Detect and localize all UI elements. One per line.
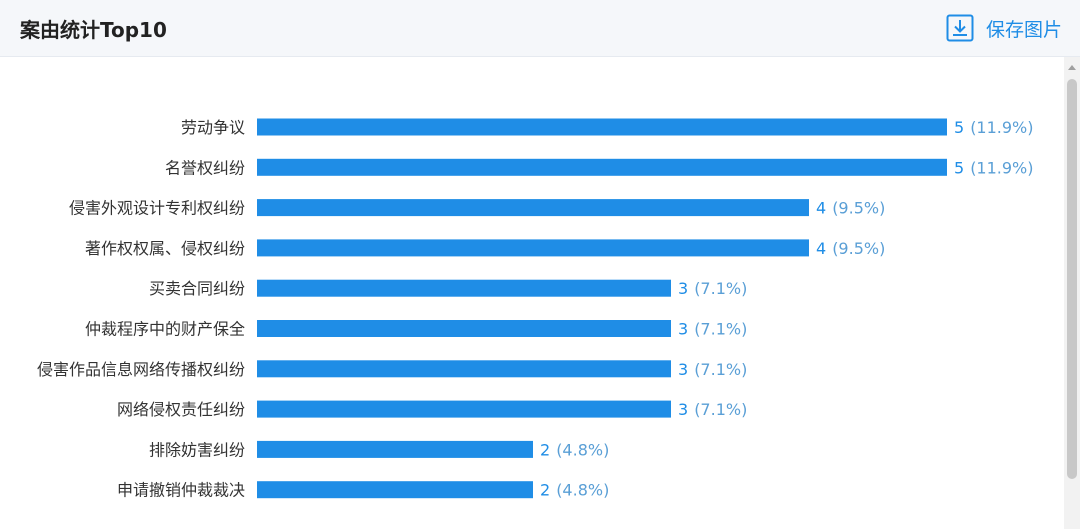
bar[interactable] xyxy=(257,118,947,136)
value-label: 5 (11.9%) xyxy=(954,118,1034,137)
value-count: 5 xyxy=(954,118,964,137)
value-label: 3 (7.1%) xyxy=(678,279,747,298)
category-label: 侵害作品信息网络传播权纠纷 xyxy=(37,360,245,379)
value-count: 4 xyxy=(816,199,826,218)
value-count: 5 xyxy=(954,158,964,177)
category-label: 著作权权属、侵权纠纷 xyxy=(85,239,245,258)
category-label: 网络侵权责任纠纷 xyxy=(117,400,245,419)
save-image-button[interactable]: 保存图片 xyxy=(946,12,1062,44)
value-percent: (7.1%) xyxy=(694,360,747,379)
save-image-label: 保存图片 xyxy=(985,18,1062,41)
bar[interactable] xyxy=(257,199,809,217)
category-label: 侵害外观设计专利权纠纷 xyxy=(69,199,245,218)
value-count: 2 xyxy=(540,440,550,459)
download-icon xyxy=(946,14,974,42)
page-title: 案由统计Top10 xyxy=(20,18,167,42)
chart-header: 案由统计Top10 保存图片 xyxy=(0,0,1080,57)
value-percent: (11.9%) xyxy=(970,158,1033,177)
value-label: 4 (9.5%) xyxy=(816,199,885,218)
category-label: 排除妨害纠纷 xyxy=(149,440,245,459)
vertical-scrollbar[interactable] xyxy=(1064,57,1080,529)
value-label: 3 (7.1%) xyxy=(678,360,747,379)
value-label: 5 (11.9%) xyxy=(954,158,1034,177)
value-count: 2 xyxy=(540,481,550,500)
bar[interactable] xyxy=(257,239,809,257)
bar[interactable] xyxy=(257,400,671,418)
bar[interactable] xyxy=(257,481,533,499)
scrollbar-thumb[interactable] xyxy=(1067,79,1077,479)
value-label: 3 (7.1%) xyxy=(678,320,747,339)
bar[interactable] xyxy=(257,279,671,297)
scroll-up-icon[interactable] xyxy=(1068,65,1076,70)
value-percent: (4.8%) xyxy=(556,440,609,459)
bar[interactable] xyxy=(257,440,533,458)
value-percent: (7.1%) xyxy=(694,400,747,419)
value-label: 3 (7.1%) xyxy=(678,400,747,419)
value-percent: (7.1%) xyxy=(694,279,747,298)
bar[interactable] xyxy=(257,320,671,337)
value-count: 3 xyxy=(678,320,688,339)
value-label: 2 (4.8%) xyxy=(540,481,609,500)
value-percent: (7.1%) xyxy=(694,320,747,339)
value-percent: (9.5%) xyxy=(832,199,885,218)
value-percent: (4.8%) xyxy=(556,481,609,500)
value-percent: (11.9%) xyxy=(970,118,1033,137)
value-label: 2 (4.8%) xyxy=(540,440,609,459)
value-percent: (9.5%) xyxy=(832,239,885,258)
category-label: 买卖合同纠纷 xyxy=(149,279,245,298)
category-label: 劳动争议 xyxy=(181,118,245,137)
category-label: 仲裁程序中的财产保全 xyxy=(85,320,245,339)
value-count: 3 xyxy=(678,279,688,298)
bar[interactable] xyxy=(257,360,671,378)
chart-panel: 劳动争议 5 (11.9%) 名誉权纠纷 5 (11.9%) 侵害外观设计专利权纠纷 4 (9.… xyxy=(0,57,1064,529)
value-count: 4 xyxy=(816,239,826,258)
value-count: 3 xyxy=(678,400,688,419)
bar[interactable] xyxy=(257,158,947,176)
category-label: 名誉权纠纷 xyxy=(165,158,245,177)
category-label: 申请撤销仲裁裁决 xyxy=(117,481,245,500)
bar-chart: 劳动争议 5 (11.9%) 名誉权纠纷 5 (11.9%) 侵害外观设计专利权纠纷 4 (9.… xyxy=(37,118,1034,500)
value-count: 3 xyxy=(678,360,688,379)
value-label: 4 (9.5%) xyxy=(816,239,885,258)
